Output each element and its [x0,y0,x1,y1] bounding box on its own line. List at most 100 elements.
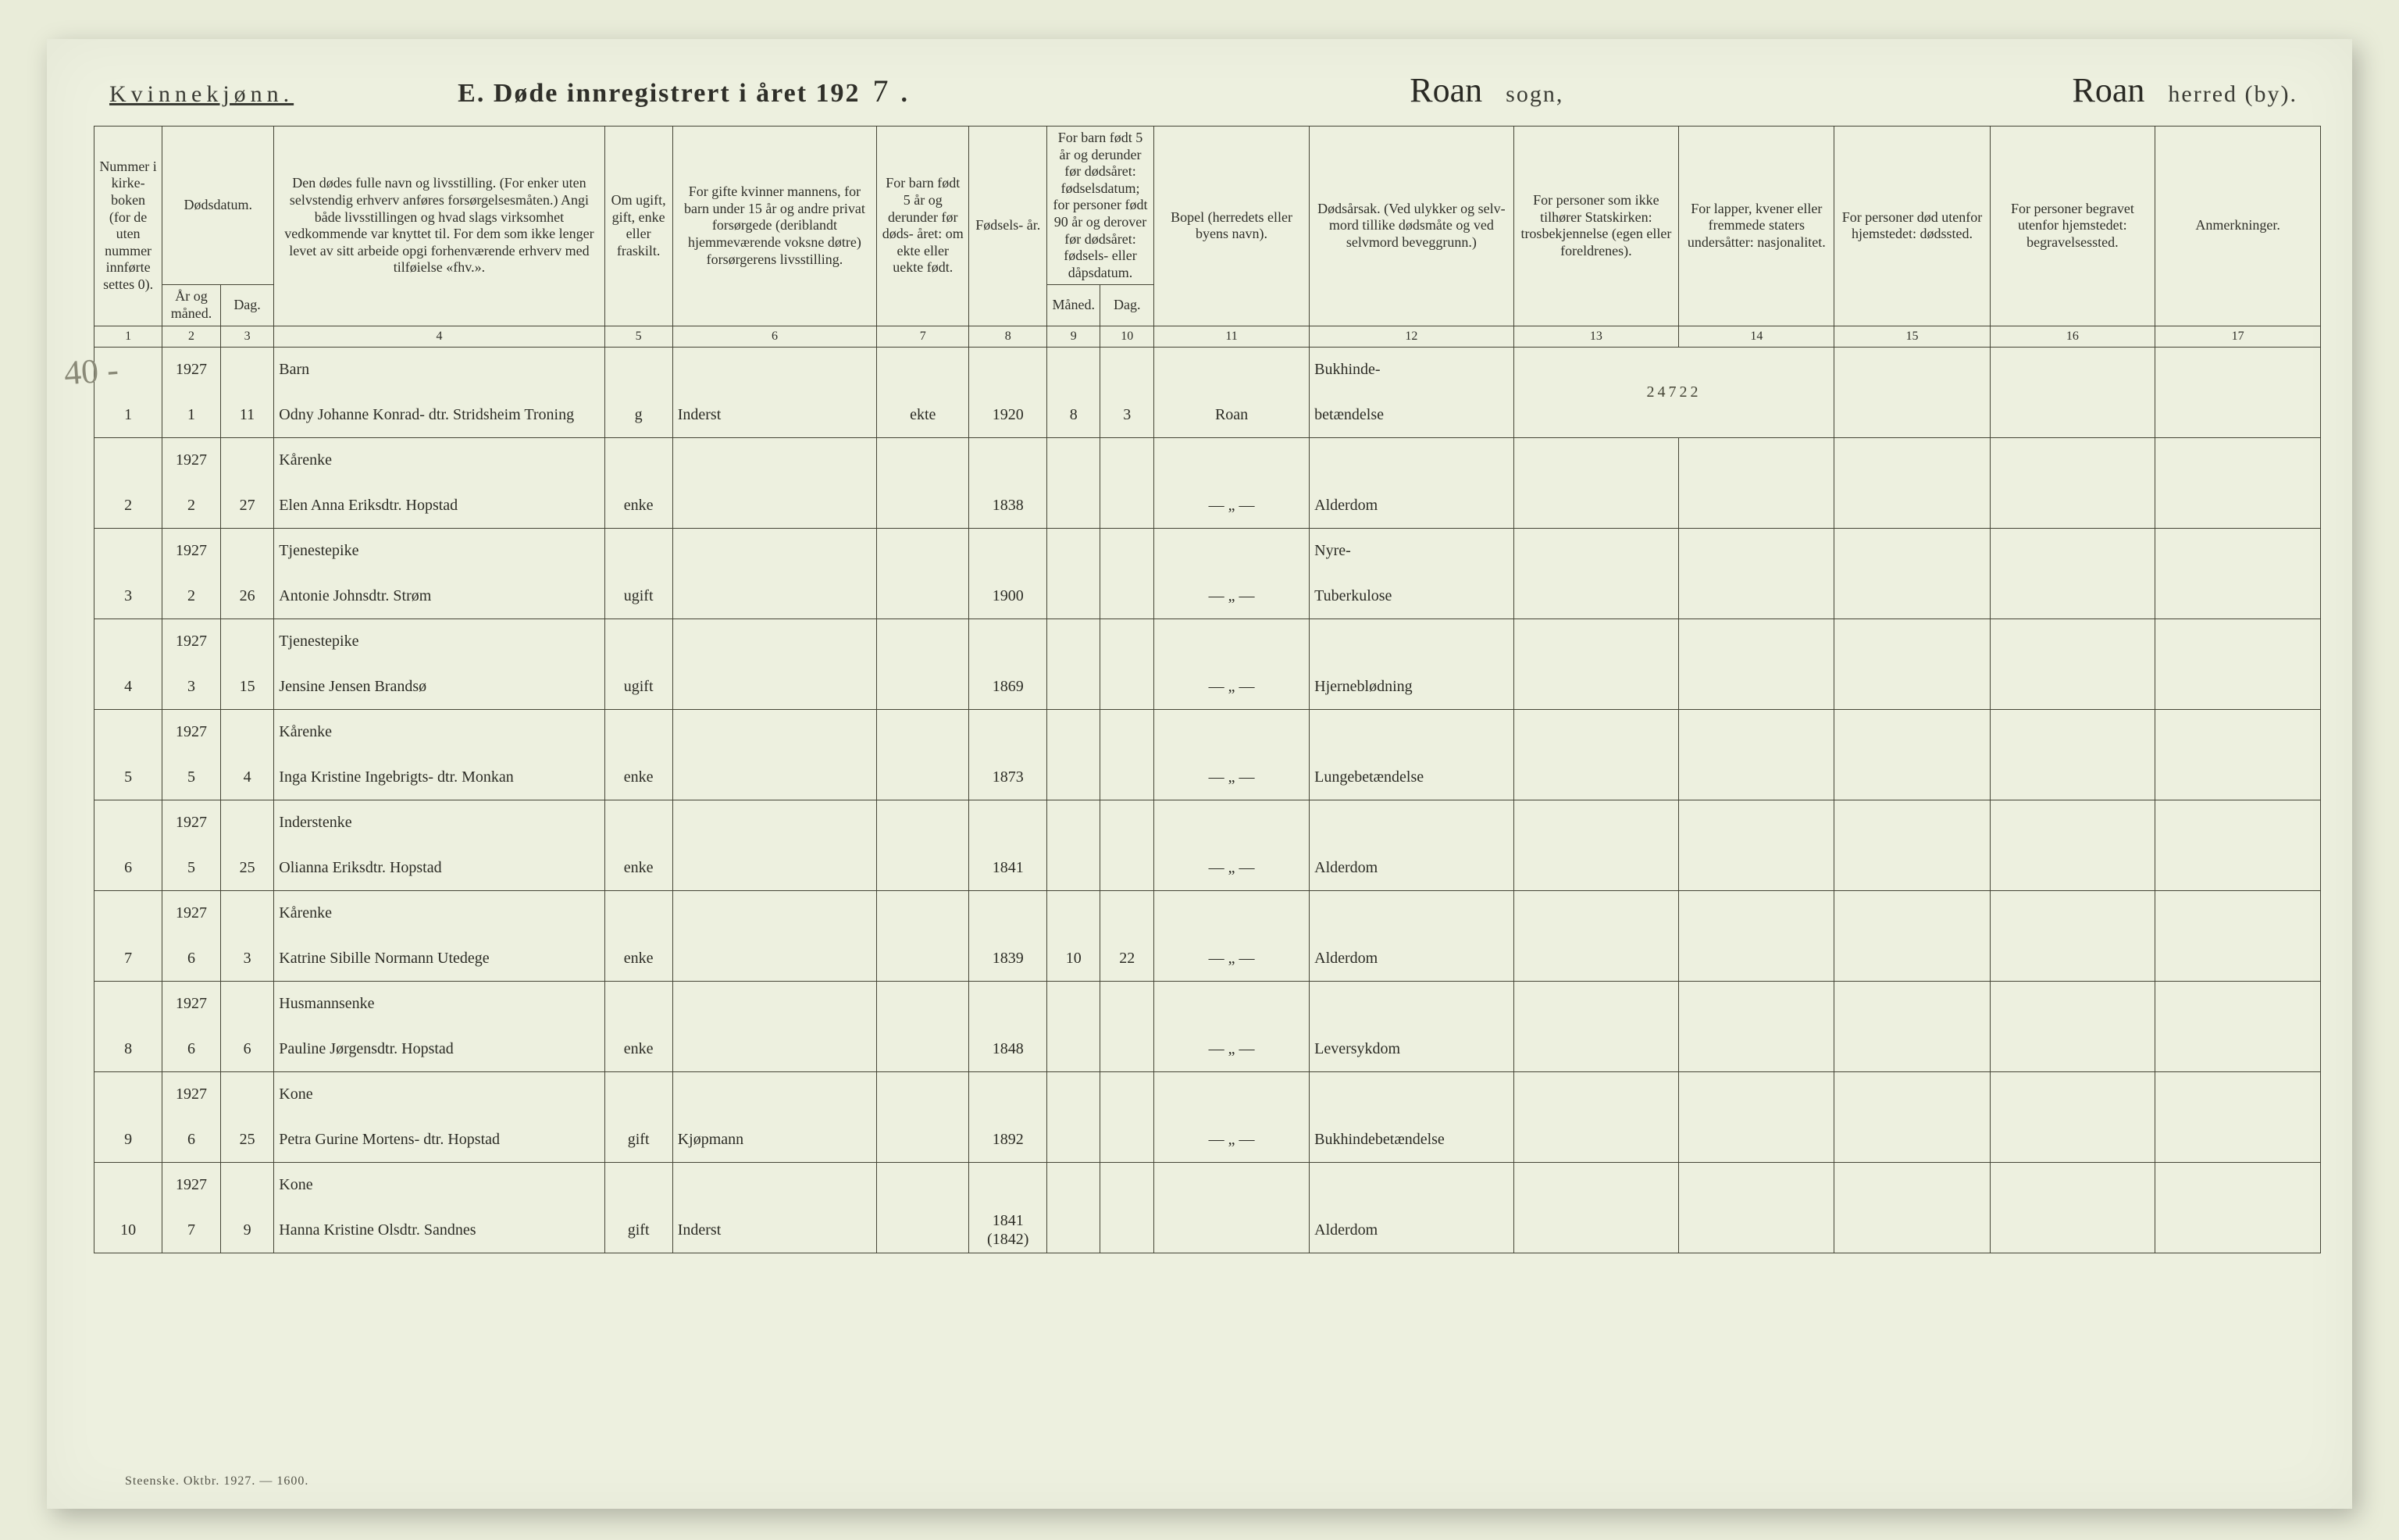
cell: 2 [162,573,221,618]
cell [1100,528,1153,573]
cell [1679,483,1834,528]
cell [220,528,273,573]
cell [672,1162,876,1207]
table-row: 1927Tjenestepike [94,618,2321,664]
cell [877,1071,969,1117]
cell: Jensine Jensen Brandsø [274,664,604,709]
cell: 4 [94,664,162,709]
col-17-header: Anmerkninger. [2155,127,2321,326]
cell [1834,1026,1990,1071]
col-8-header: Fødsels- år. [969,127,1047,326]
cell: 7 [162,1207,221,1253]
cell: Inderst [672,392,876,437]
table-row: 1927Kårenke [94,437,2321,483]
table-header: Nummer i kirke- boken (for de uten numme… [94,127,2321,348]
cell: 15 [220,664,273,709]
column-number-row: 1 2 3 4 5 6 7 8 9 10 11 12 13 14 15 16 1 [94,326,2321,347]
cell [220,347,273,392]
cell: betændelse [1310,392,1513,437]
cell [969,437,1047,483]
colnum-11: 11 [1153,326,1309,347]
cell: Alderdom [1310,483,1513,528]
cell [877,483,969,528]
cell [2155,890,2321,936]
cell [969,618,1047,664]
cell: Kone [274,1162,604,1207]
cell [220,437,273,483]
cell [877,1207,969,1253]
cell: enke [604,754,672,800]
cell: — „ — [1153,1026,1309,1071]
cell [877,936,969,981]
table-row: 1927BarnBukhinde-24722 [94,347,2321,392]
cell: 1 [94,392,162,437]
cell: 1927 [162,890,221,936]
cell: Kårenke [274,709,604,754]
cell [1990,1026,2155,1071]
cell [672,754,876,800]
cell [969,1071,1047,1117]
colnum-14: 14 [1679,326,1834,347]
cell [1100,437,1153,483]
margin-note: 40 - [62,350,119,394]
cell: 1927 [162,618,221,664]
cell [2155,709,2321,754]
cell [1310,981,1513,1026]
cell: Alderdom [1310,936,1513,981]
cell [1990,664,2155,709]
cell [2155,981,2321,1026]
cell: 1927 [162,528,221,573]
cell [1100,845,1153,890]
cell: Inderst [672,1207,876,1253]
cell [2155,800,2321,845]
cell [94,981,162,1026]
colnum-9: 9 [1047,326,1100,347]
cell [1990,1117,2155,1162]
cell: Leversykdom [1310,1026,1513,1071]
cell: Bukhinde- [1310,347,1513,392]
col-6-header: For gifte kvinner mannens, for barn unde… [672,127,876,326]
cell [672,709,876,754]
cell [2155,392,2321,437]
colnum-3: 3 [220,326,273,347]
cell: — „ — [1153,1117,1309,1162]
cell: Alderdom [1310,1207,1513,1253]
cell: ugift [604,573,672,618]
table-row: 1111Odny Johanne Konrad- dtr. Stridsheim… [94,392,2321,437]
cell [1679,437,1834,483]
year-digit: 7 [868,73,893,109]
table-row: 1927Kone [94,1162,2321,1207]
colnum-10: 10 [1100,326,1153,347]
cell [1834,1162,1990,1207]
cell [2155,528,2321,573]
cell: Antonie Johnsdtr. Strøm [274,573,604,618]
cell [604,347,672,392]
cell [1310,1071,1513,1117]
cell: 25 [220,1117,273,1162]
cell: 5 [162,754,221,800]
cell [1100,754,1153,800]
cell [220,800,273,845]
cell [877,618,969,664]
sogn-value: Roan [1402,70,1490,110]
cell: 1927 [162,437,221,483]
cell [877,437,969,483]
cell [1679,936,1834,981]
cell: 1838 [969,483,1047,528]
cell [1153,1207,1309,1253]
cell: Alderdom [1310,845,1513,890]
colnum-6: 6 [672,326,876,347]
cell [1310,437,1513,483]
cell [672,573,876,618]
cell [2155,1162,2321,1207]
cell [1047,1207,1100,1253]
colnum-8: 8 [969,326,1047,347]
cell: 1927 [162,347,221,392]
cell: 22 [1100,936,1153,981]
cell [1990,845,2155,890]
cell [1990,528,2155,573]
cell [1100,664,1153,709]
cell [672,800,876,845]
cell [94,1071,162,1117]
cell: 1839 [969,936,1047,981]
